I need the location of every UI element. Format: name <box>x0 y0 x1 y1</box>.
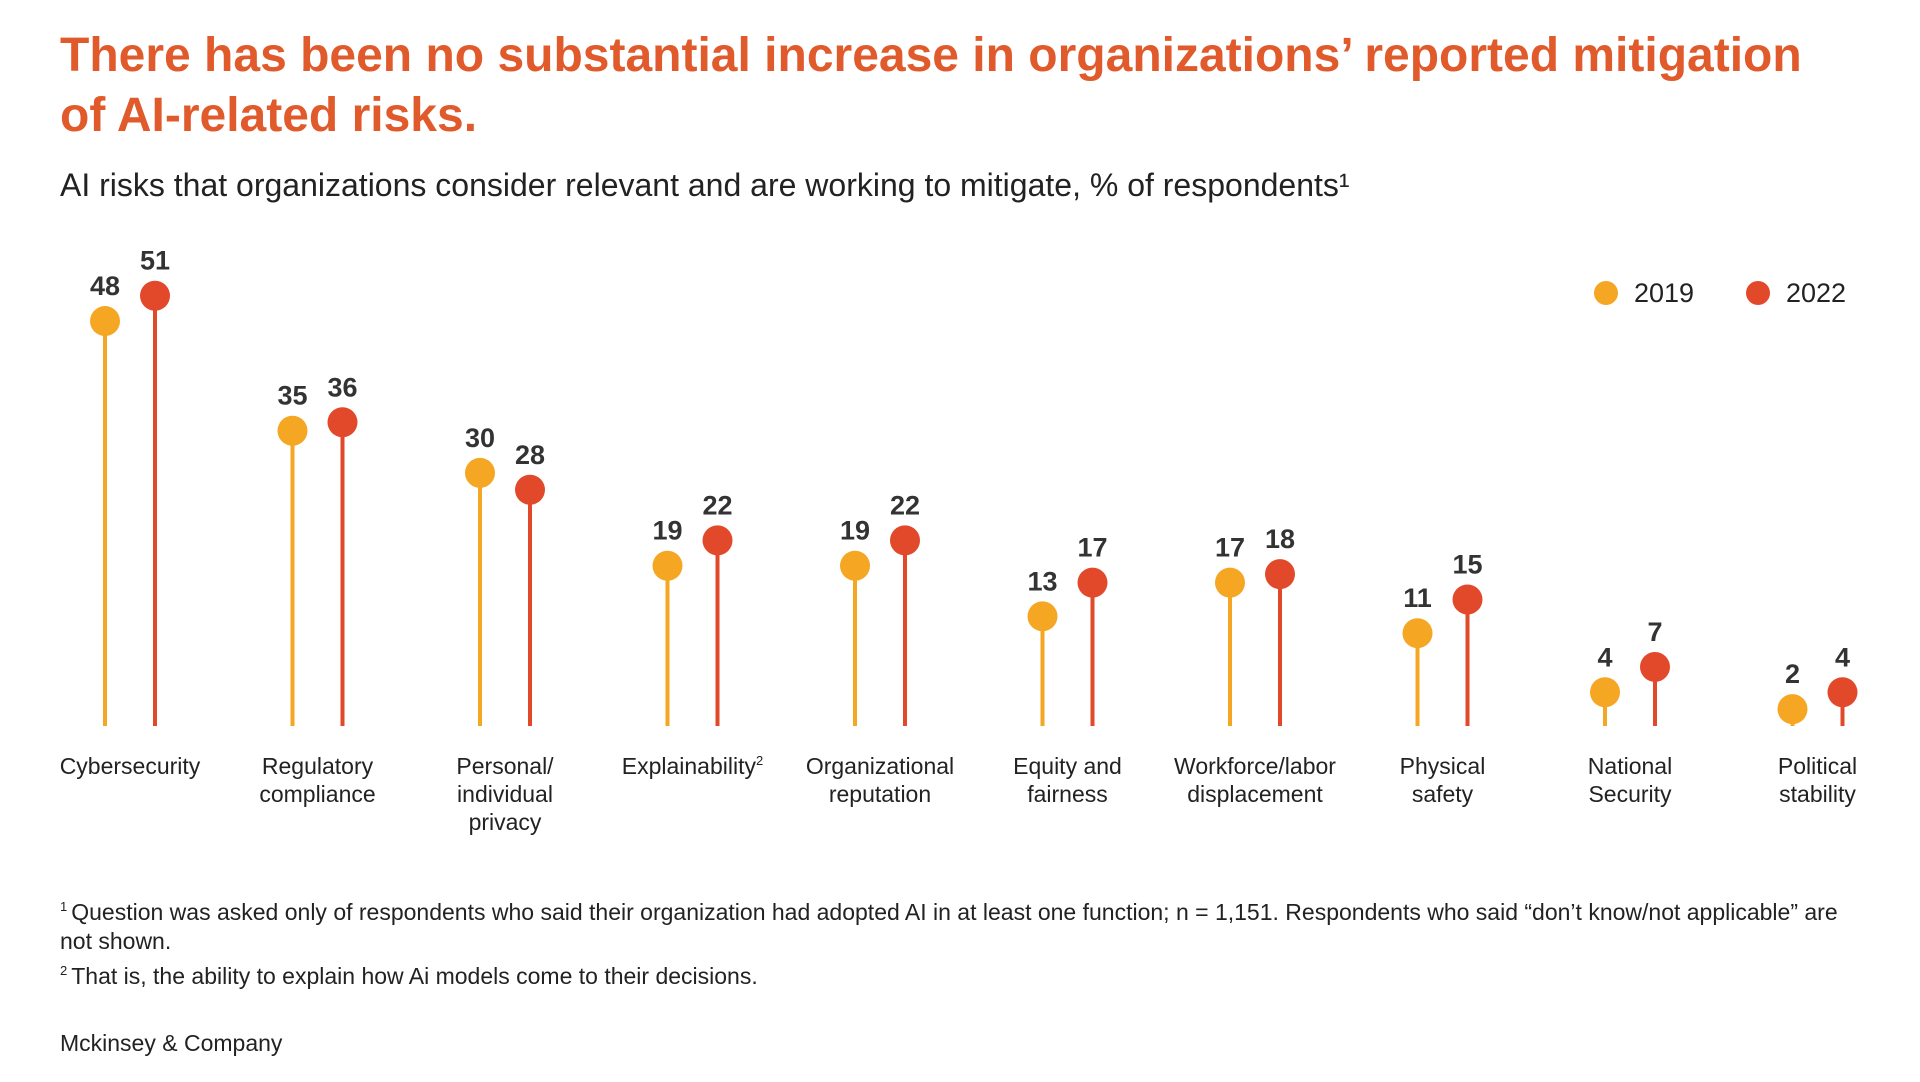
lollipop-chart: 48 51 Cybersecurity 35 36 Regulatory complianc… <box>60 246 1858 835</box>
value-label-2019: 2 <box>1785 659 1800 689</box>
category-label: Physical safety <box>1400 753 1486 807</box>
category-label: Regulatory compliance <box>259 753 375 807</box>
dot-2022 <box>1640 651 1670 682</box>
dot-2019 <box>1215 567 1245 598</box>
footnote-1: 1 Question was asked only of respondents … <box>60 892 1860 956</box>
value-label-2022: 22 <box>890 490 920 520</box>
chart-subtitle: AI risks that organizations consider rel… <box>60 167 1350 203</box>
legend-dot-2019 <box>1594 281 1618 305</box>
value-label-2019: 17 <box>1215 533 1245 563</box>
legend-label-2019: 2019 <box>1634 278 1694 308</box>
category-label: Equity and fairness <box>1013 753 1122 807</box>
category-label: Personal/individual privacy <box>456 753 554 835</box>
value-label-2019: 19 <box>840 516 870 546</box>
dot-2022 <box>1077 567 1108 598</box>
dot-2019 <box>1590 677 1620 708</box>
category-label: Organizational reputation <box>806 753 954 807</box>
value-label-2022: 18 <box>1265 524 1295 554</box>
dot-2019 <box>840 550 870 581</box>
dot-2022 <box>140 280 170 311</box>
footnote-2: 2 That is, the ability to explain how Ai … <box>60 956 1860 991</box>
footnotes: 1 Question was asked only of respondents … <box>60 892 1860 991</box>
dot-2019 <box>652 550 683 581</box>
category-label: Cybersecurity <box>60 753 201 779</box>
dot-2022 <box>702 525 733 556</box>
legend-dot-2022 <box>1746 281 1770 305</box>
dot-2022 <box>515 474 545 505</box>
dot-2022 <box>327 407 358 438</box>
value-label-2022: 51 <box>140 246 170 276</box>
value-label-2019: 30 <box>465 423 495 453</box>
value-label-2022: 17 <box>1077 533 1107 563</box>
source-credit: Mckinsey & Company <box>60 1030 283 1056</box>
dot-2022 <box>1827 677 1858 708</box>
value-label-2022: 4 <box>1835 642 1850 672</box>
value-label-2022: 7 <box>1647 617 1662 647</box>
footnote-1-marker: 1 <box>60 899 68 914</box>
legend-label-2022: 2022 <box>1786 278 1846 308</box>
category-label: Workforce/labor displacement <box>1174 753 1336 807</box>
dot-2022 <box>1452 584 1483 615</box>
value-label-2019: 19 <box>652 516 682 546</box>
dot-2019 <box>465 457 495 488</box>
value-label-2022: 28 <box>515 440 545 470</box>
dot-2019 <box>277 415 308 446</box>
dot-2019 <box>90 306 120 337</box>
value-label-2022: 36 <box>327 372 357 402</box>
footnote-2-text: That is, the ability to explain how Ai m… <box>71 963 758 989</box>
footnote-2-marker: 2 <box>60 963 68 978</box>
footnote-1-text: Question was asked only of respondents w… <box>60 899 1838 954</box>
chart-title: There has been no substantial increase i… <box>60 29 1802 142</box>
dot-2019 <box>1777 694 1808 725</box>
category-label: Explainability2 <box>622 753 763 779</box>
dot-2019 <box>1027 601 1058 632</box>
value-label-2022: 22 <box>702 490 732 520</box>
value-label-2022: 15 <box>1452 549 1482 579</box>
category-label: Political stability <box>1778 753 1857 807</box>
value-label-2019: 13 <box>1027 566 1057 596</box>
value-label-2019: 35 <box>277 381 307 411</box>
value-label-2019: 48 <box>90 271 120 301</box>
value-label-2019: 11 <box>1403 583 1432 613</box>
category-label: National Security <box>1588 753 1672 807</box>
dot-2022 <box>890 525 920 556</box>
value-label-2019: 4 <box>1597 642 1612 672</box>
dot-2019 <box>1402 618 1433 649</box>
dot-2022 <box>1265 559 1295 590</box>
